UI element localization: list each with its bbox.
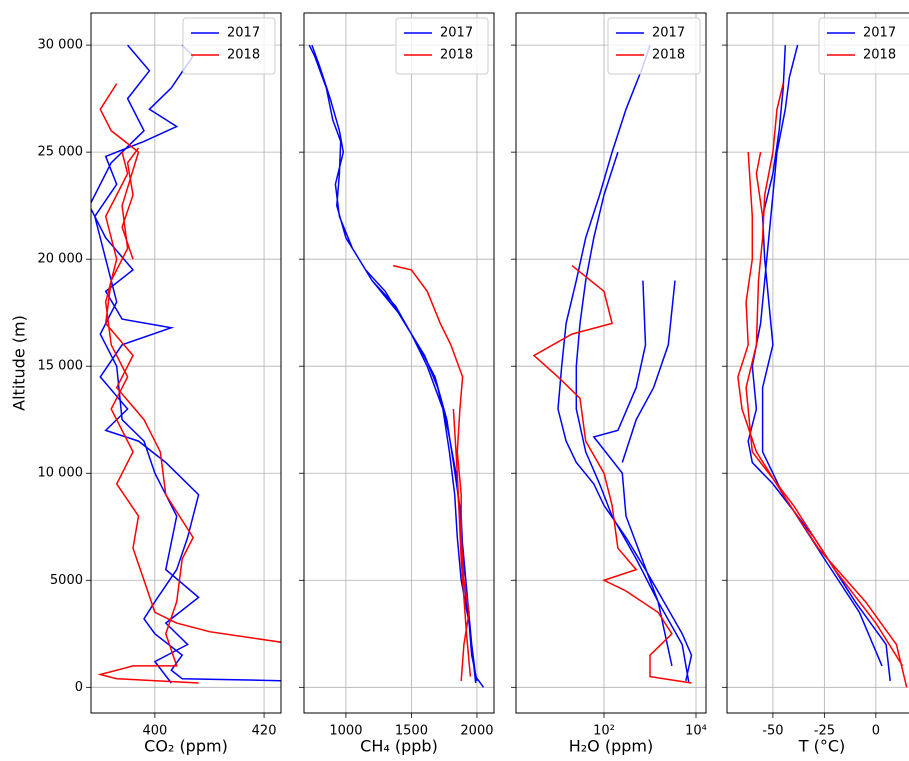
axes-frame [726, 12, 909, 714]
y-tick-label: 5000 [50, 573, 83, 588]
y-tick-label: 30 000 [38, 38, 84, 53]
x-tick-label: 2000 [460, 724, 493, 739]
x-axis-label: CO₂ (ppm) [144, 737, 228, 756]
x-tick-label: 420 [252, 724, 277, 739]
x-tick-label: 10⁴ [685, 724, 707, 739]
legend-label: 2018 [440, 48, 473, 63]
y-tick-label: 15 000 [38, 359, 84, 374]
legend-box [607, 17, 701, 75]
legend-box [182, 17, 276, 75]
y-tick-label: 25 000 [38, 145, 84, 160]
y-tick-label: 20 000 [38, 252, 84, 267]
legend-label: 2017 [440, 26, 473, 41]
x-axis-label: T (°C) [798, 737, 846, 756]
x-axis-label: CH₄ (ppb) [360, 737, 438, 756]
legend-label: 2018 [227, 48, 260, 63]
legend-box [818, 17, 909, 75]
legend-label: 2017 [227, 26, 260, 41]
plot-area [737, 44, 908, 688]
plot-area [532, 44, 693, 684]
axes-frame [90, 12, 282, 714]
x-tick-label: 10² [593, 724, 615, 739]
legend-box [395, 17, 489, 75]
profile-line [97, 83, 281, 684]
profile-line [737, 83, 908, 688]
x-tick-label: -25 [814, 724, 835, 739]
profile-line [557, 44, 693, 684]
axes-frame [303, 12, 495, 714]
legend-label: 2018 [863, 48, 896, 63]
plot-area [91, 44, 281, 684]
y-tick-label: 0 [75, 680, 83, 695]
x-axis-label: H₂O (ppm) [569, 737, 654, 756]
legend-label: 2017 [863, 26, 896, 41]
y-tick-label: 10 000 [38, 466, 84, 481]
profile-line [392, 264, 472, 681]
x-tick-label: 1000 [329, 724, 362, 739]
profile-line [91, 44, 281, 684]
axes-frame [515, 12, 707, 714]
plot-area [308, 44, 485, 688]
y-axis-label: Altitude (m) [10, 315, 29, 411]
profile-line [532, 265, 692, 684]
x-tick-label: -50 [762, 724, 783, 739]
legend-label: 2017 [652, 26, 685, 41]
x-tick-label: 400 [142, 724, 167, 739]
legend-label: 2018 [652, 48, 685, 63]
profile-line [747, 44, 891, 681]
x-tick-label: 1500 [395, 724, 428, 739]
x-tick-label: 0 [872, 724, 880, 739]
